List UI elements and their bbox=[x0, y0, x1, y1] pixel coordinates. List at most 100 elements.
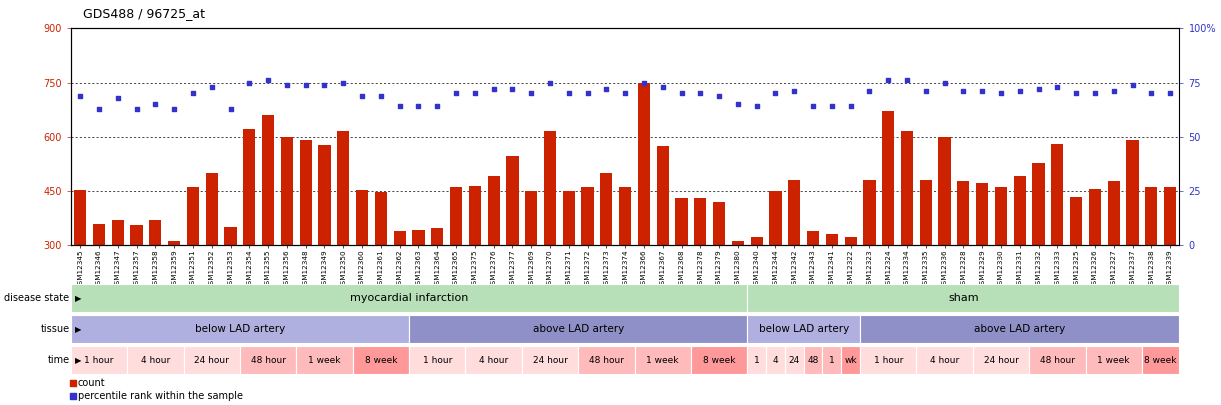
Text: 48 hour: 48 hour bbox=[1040, 356, 1074, 364]
Bar bbox=[581, 187, 593, 245]
Text: 48 hour: 48 hour bbox=[589, 356, 624, 364]
Point bbox=[1123, 81, 1143, 88]
Bar bbox=[785, 346, 803, 374]
Point bbox=[221, 105, 241, 112]
Bar bbox=[357, 190, 369, 245]
Bar bbox=[807, 230, 819, 245]
Bar bbox=[1145, 187, 1158, 245]
Text: 48: 48 bbox=[807, 356, 819, 364]
Text: below LAD artery: below LAD artery bbox=[758, 324, 849, 334]
Bar bbox=[675, 198, 687, 245]
Point bbox=[841, 103, 861, 110]
Point bbox=[991, 90, 1011, 96]
Point bbox=[540, 79, 559, 86]
Bar bbox=[957, 181, 969, 245]
Point bbox=[465, 90, 485, 96]
Bar bbox=[183, 346, 241, 374]
Bar bbox=[507, 156, 519, 245]
Text: 24 hour: 24 hour bbox=[984, 356, 1018, 364]
Text: 1 week: 1 week bbox=[646, 356, 679, 364]
Text: ▶: ▶ bbox=[74, 325, 81, 334]
Bar bbox=[225, 227, 237, 245]
Point bbox=[878, 77, 897, 83]
Bar bbox=[413, 230, 425, 245]
Bar bbox=[713, 202, 725, 245]
Text: time: time bbox=[48, 355, 70, 365]
Bar bbox=[205, 173, 217, 245]
Bar bbox=[393, 230, 405, 245]
Text: 1 hour: 1 hour bbox=[422, 356, 452, 364]
Point bbox=[446, 90, 465, 96]
Bar bbox=[747, 315, 860, 343]
Text: 8 week: 8 week bbox=[365, 356, 397, 364]
Text: 4: 4 bbox=[773, 356, 778, 364]
Text: percentile rank within the sample: percentile rank within the sample bbox=[78, 391, 243, 401]
Bar bbox=[766, 346, 785, 374]
Point bbox=[747, 103, 767, 110]
Text: above LAD artery: above LAD artery bbox=[532, 324, 624, 334]
Bar bbox=[409, 346, 465, 374]
Bar bbox=[747, 346, 766, 374]
Bar bbox=[1013, 177, 1026, 245]
Point bbox=[709, 92, 729, 99]
Text: sham: sham bbox=[947, 294, 979, 303]
Text: 4 hour: 4 hour bbox=[930, 356, 960, 364]
Text: 8 week: 8 week bbox=[1144, 356, 1177, 364]
Bar bbox=[521, 346, 579, 374]
Bar bbox=[579, 346, 635, 374]
Bar bbox=[74, 190, 87, 245]
Text: myocardial infarction: myocardial infarction bbox=[350, 294, 468, 303]
Bar bbox=[469, 186, 481, 245]
Bar bbox=[619, 187, 631, 245]
Point bbox=[634, 79, 653, 86]
Bar bbox=[1033, 163, 1045, 245]
Text: 8 week: 8 week bbox=[703, 356, 735, 364]
Bar bbox=[825, 234, 838, 245]
Point bbox=[89, 105, 109, 112]
Point bbox=[578, 90, 597, 96]
Point bbox=[766, 90, 785, 96]
Bar bbox=[691, 346, 747, 374]
Point bbox=[71, 92, 90, 99]
Point bbox=[597, 86, 617, 92]
Point bbox=[521, 90, 541, 96]
Bar bbox=[281, 137, 293, 245]
Bar bbox=[882, 111, 894, 245]
Point bbox=[972, 88, 991, 94]
Point bbox=[559, 90, 579, 96]
Point bbox=[371, 92, 391, 99]
Point bbox=[295, 81, 315, 88]
Point bbox=[107, 94, 127, 101]
Bar bbox=[860, 315, 1179, 343]
Point bbox=[1048, 83, 1067, 90]
Point bbox=[860, 88, 879, 94]
Bar bbox=[131, 225, 143, 245]
Point bbox=[315, 81, 335, 88]
Text: 1 hour: 1 hour bbox=[873, 356, 902, 364]
Bar bbox=[919, 180, 932, 245]
Bar bbox=[751, 237, 763, 245]
Bar bbox=[860, 346, 917, 374]
Bar bbox=[563, 191, 575, 245]
Bar bbox=[939, 137, 951, 245]
Point bbox=[1160, 90, 1179, 96]
Bar bbox=[995, 187, 1007, 245]
Point bbox=[1104, 88, 1123, 94]
Point bbox=[183, 90, 203, 96]
Point bbox=[165, 105, 184, 112]
Bar bbox=[465, 346, 521, 374]
Bar bbox=[769, 191, 781, 245]
Bar bbox=[695, 198, 707, 245]
Bar bbox=[241, 346, 297, 374]
Point bbox=[503, 86, 523, 92]
Text: 48 hour: 48 hour bbox=[250, 356, 286, 364]
Text: 1: 1 bbox=[753, 356, 759, 364]
Text: ▶: ▶ bbox=[74, 356, 81, 364]
Bar bbox=[168, 241, 181, 245]
Point bbox=[277, 81, 297, 88]
Text: 1 week: 1 week bbox=[308, 356, 341, 364]
Bar bbox=[1029, 346, 1085, 374]
Bar bbox=[543, 131, 556, 245]
Point bbox=[236, 343, 255, 350]
Point bbox=[236, 226, 255, 232]
